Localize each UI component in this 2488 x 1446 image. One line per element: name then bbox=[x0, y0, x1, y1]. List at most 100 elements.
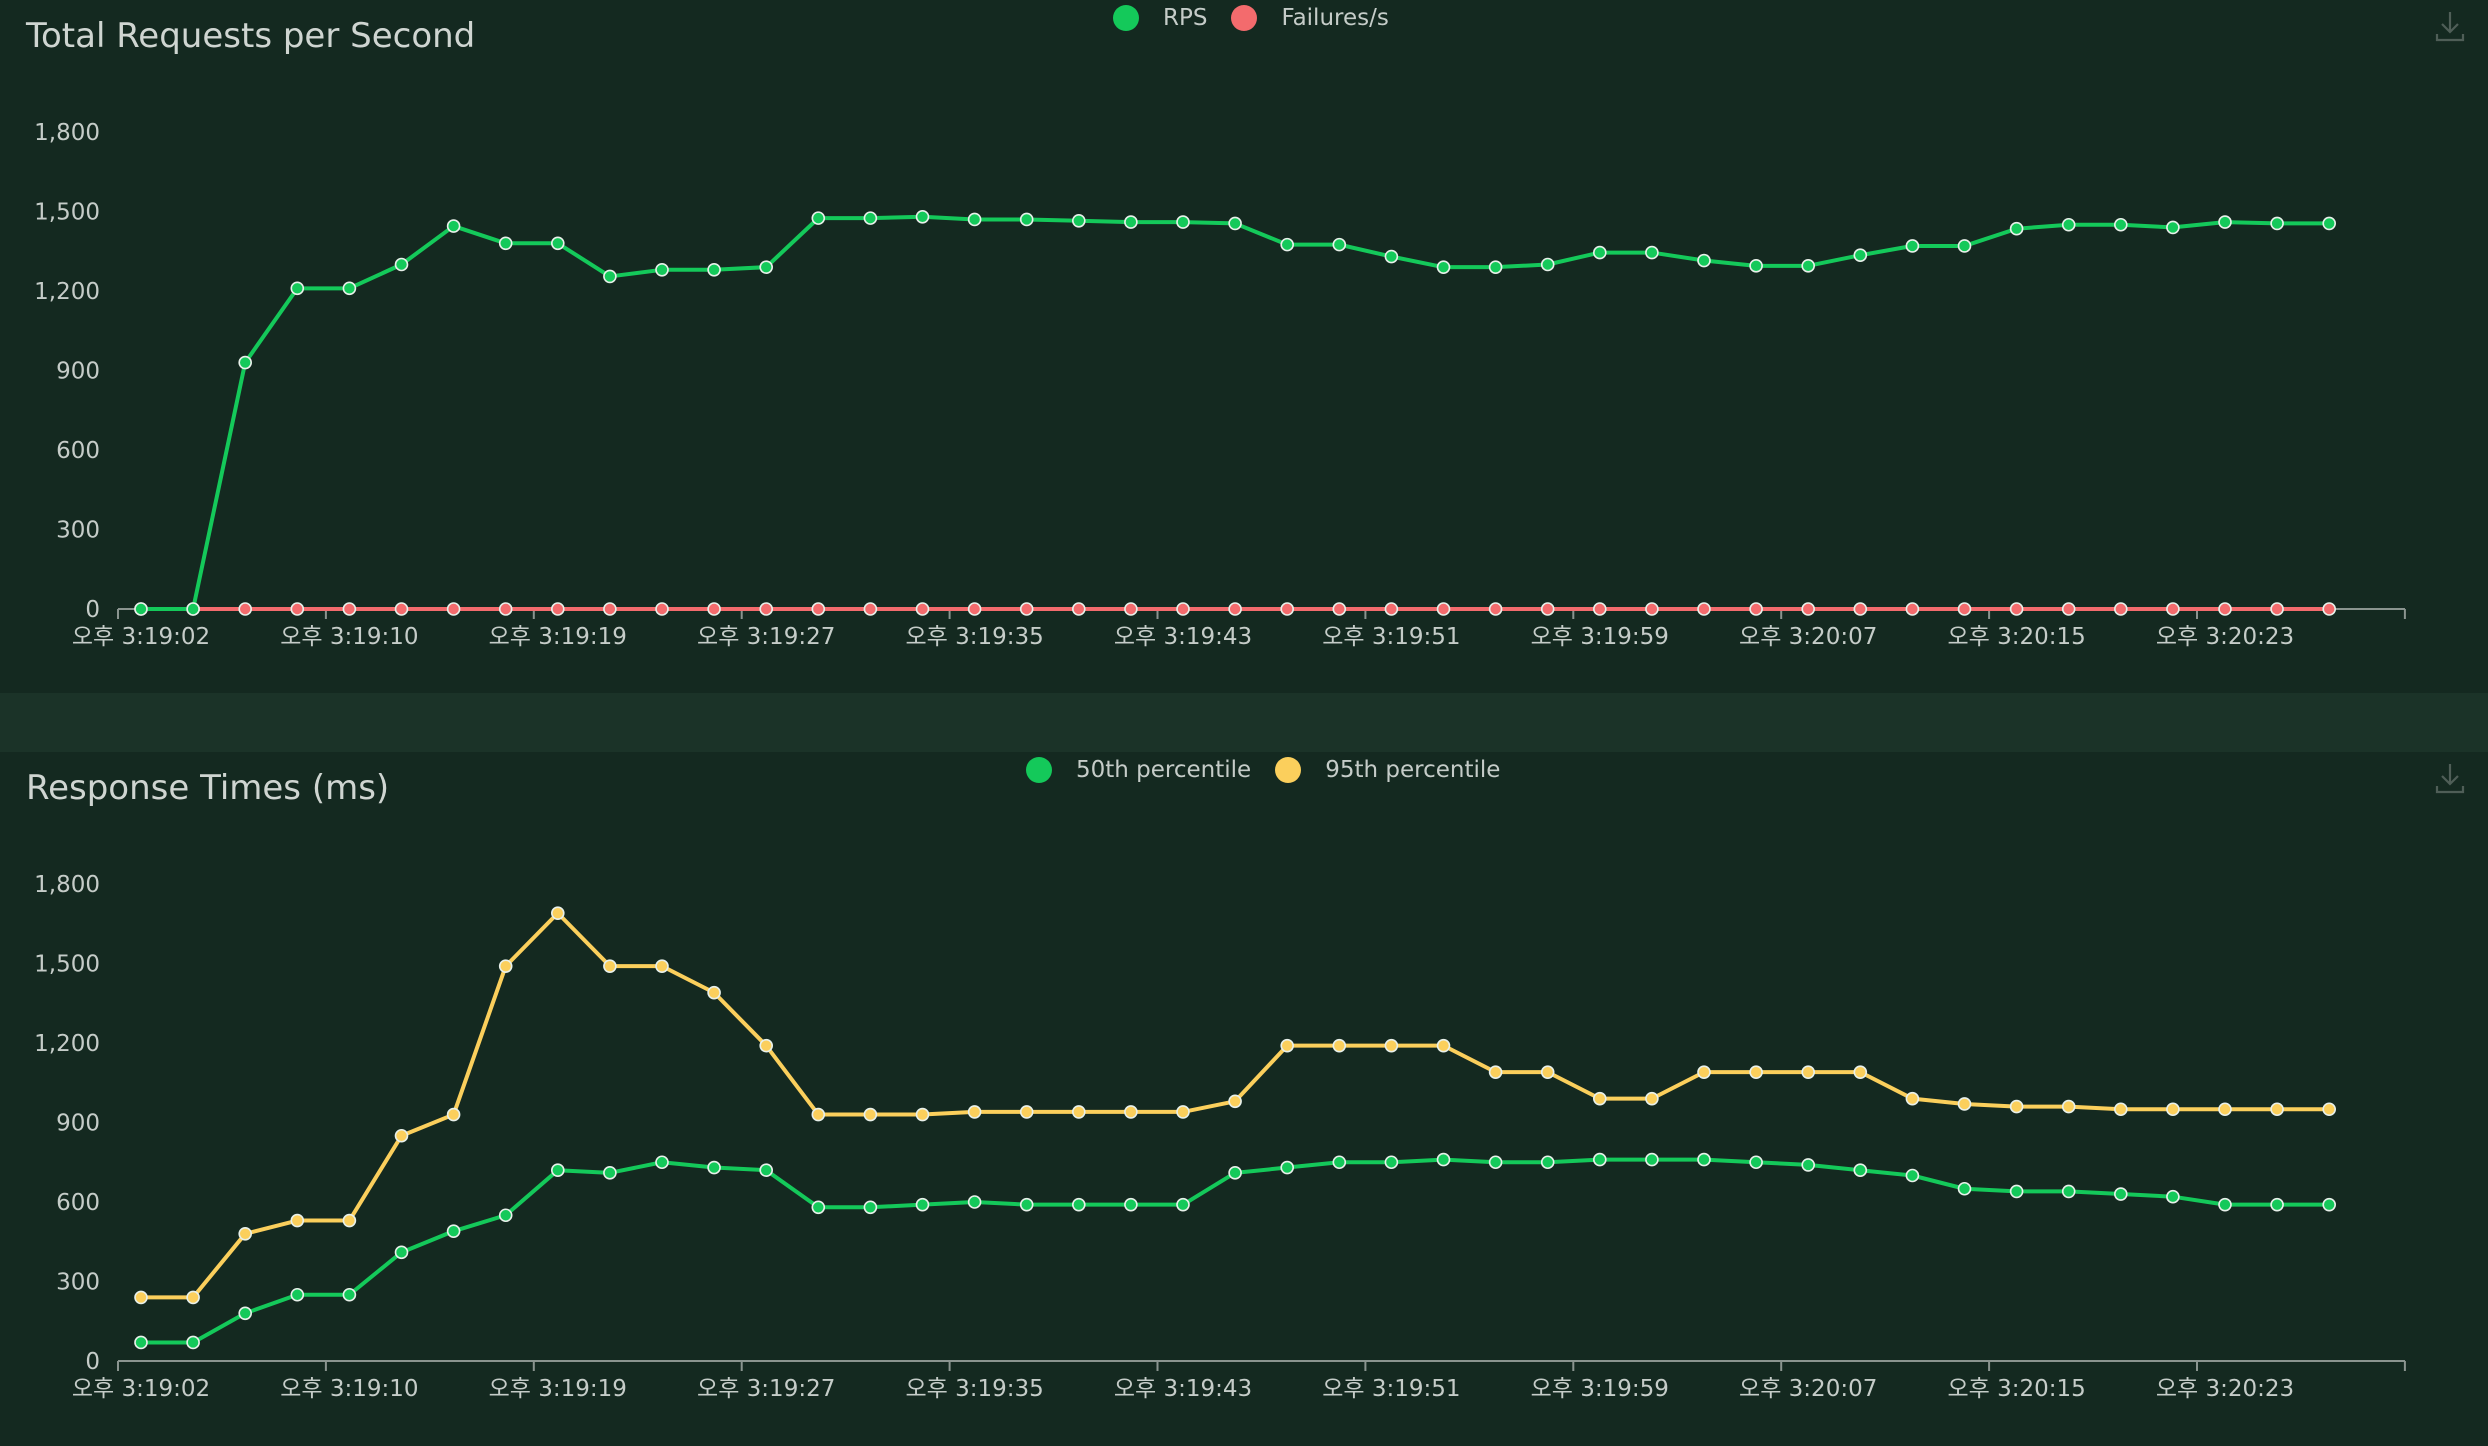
data-point[interactable] bbox=[1697, 1152, 1711, 1167]
data-point[interactable] bbox=[1072, 602, 1086, 616]
data-point[interactable] bbox=[1384, 249, 1399, 264]
data-point[interactable] bbox=[2218, 1197, 2232, 1212]
data-point[interactable] bbox=[1801, 1065, 1815, 1079]
data-point[interactable] bbox=[1957, 602, 1972, 616]
data-point[interactable] bbox=[1019, 212, 1034, 227]
data-point[interactable] bbox=[290, 281, 305, 296]
data-point[interactable] bbox=[967, 602, 982, 616]
data-point[interactable] bbox=[1593, 602, 1607, 616]
data-point[interactable] bbox=[238, 355, 252, 370]
data-point[interactable] bbox=[1436, 260, 1451, 274]
data-point[interactable] bbox=[446, 1224, 461, 1238]
data-point[interactable] bbox=[498, 236, 513, 251]
download-icon[interactable] bbox=[2432, 760, 2468, 796]
data-point[interactable] bbox=[1176, 1197, 1190, 1212]
data-point[interactable] bbox=[342, 281, 357, 296]
data-point[interactable] bbox=[394, 602, 409, 616]
data-point[interactable] bbox=[1801, 1158, 1815, 1172]
data-point[interactable] bbox=[1540, 257, 1555, 272]
data-point[interactable] bbox=[1280, 237, 1294, 252]
data-point[interactable] bbox=[655, 262, 669, 277]
data-point[interactable] bbox=[1436, 1152, 1451, 1167]
data-point[interactable] bbox=[811, 1200, 826, 1215]
data-point[interactable] bbox=[1957, 1097, 1972, 1111]
data-point[interactable] bbox=[134, 1335, 148, 1350]
data-point[interactable] bbox=[1332, 1038, 1347, 1053]
data-point[interactable] bbox=[2009, 1099, 2024, 1114]
data-point[interactable] bbox=[1853, 248, 1868, 263]
data-point[interactable] bbox=[1801, 602, 1815, 616]
data-point[interactable] bbox=[863, 211, 878, 225]
data-point[interactable] bbox=[2322, 1197, 2336, 1212]
data-point[interactable] bbox=[1332, 237, 1347, 252]
data-point[interactable] bbox=[1593, 1091, 1607, 1106]
data-point[interactable] bbox=[2009, 1184, 2024, 1199]
data-point[interactable] bbox=[1124, 602, 1138, 616]
data-point[interactable] bbox=[1124, 1197, 1138, 1212]
data-point[interactable] bbox=[1905, 1091, 1920, 1106]
data-point[interactable] bbox=[2218, 602, 2232, 616]
data-point[interactable] bbox=[2114, 217, 2128, 232]
data-point[interactable] bbox=[863, 602, 878, 616]
data-point[interactable] bbox=[1176, 215, 1190, 229]
data-point[interactable] bbox=[2114, 1187, 2128, 1201]
data-point[interactable] bbox=[2270, 1102, 2284, 1117]
data-point[interactable] bbox=[1905, 602, 1920, 616]
data-point[interactable] bbox=[2218, 1102, 2232, 1117]
data-point[interactable] bbox=[238, 1306, 252, 1321]
data-point[interactable] bbox=[1488, 260, 1503, 274]
data-point[interactable] bbox=[550, 906, 565, 920]
data-point[interactable] bbox=[1019, 1197, 1034, 1212]
data-point[interactable] bbox=[1019, 1105, 1034, 1119]
data-point[interactable] bbox=[394, 1245, 409, 1260]
data-point[interactable] bbox=[2166, 1102, 2180, 1117]
data-point[interactable] bbox=[863, 1200, 878, 1215]
data-point[interactable] bbox=[2166, 602, 2180, 616]
data-point[interactable] bbox=[967, 212, 982, 227]
data-point[interactable] bbox=[603, 602, 617, 616]
data-point[interactable] bbox=[2166, 1189, 2180, 1204]
data-point[interactable] bbox=[290, 602, 305, 616]
data-point[interactable] bbox=[2218, 215, 2232, 229]
data-point[interactable] bbox=[1749, 259, 1763, 273]
data-point[interactable] bbox=[186, 1335, 200, 1350]
data-point[interactable] bbox=[1280, 1160, 1294, 1175]
data-point[interactable] bbox=[1697, 253, 1711, 268]
data-point[interactable] bbox=[2270, 1197, 2284, 1212]
data-point[interactable] bbox=[811, 1107, 826, 1122]
data-point[interactable] bbox=[967, 1105, 982, 1119]
data-point[interactable] bbox=[134, 602, 148, 616]
data-point[interactable] bbox=[1853, 602, 1868, 616]
data-point[interactable] bbox=[1540, 602, 1555, 616]
data-point[interactable] bbox=[342, 602, 357, 616]
data-point[interactable] bbox=[1488, 1065, 1503, 1079]
data-point[interactable] bbox=[1488, 1155, 1503, 1170]
legend-item-failures[interactable]: Failures/s bbox=[1231, 5, 1389, 31]
data-point[interactable] bbox=[1436, 602, 1451, 616]
data-point[interactable] bbox=[1749, 602, 1763, 616]
data-point[interactable] bbox=[2322, 602, 2336, 616]
data-point[interactable] bbox=[1749, 1065, 1763, 1079]
data-point[interactable] bbox=[186, 1290, 200, 1305]
data-point[interactable] bbox=[655, 959, 669, 973]
data-point[interactable] bbox=[1228, 216, 1242, 231]
data-point[interactable] bbox=[655, 1155, 669, 1170]
data-point[interactable] bbox=[1905, 239, 1920, 253]
data-point[interactable] bbox=[1645, 245, 1659, 260]
data-point[interactable] bbox=[290, 1287, 305, 1302]
data-point[interactable] bbox=[1957, 1181, 1972, 1196]
data-point[interactable] bbox=[1957, 239, 1972, 253]
data-point[interactable] bbox=[2009, 221, 2024, 236]
data-point[interactable] bbox=[1645, 602, 1659, 616]
data-point[interactable] bbox=[759, 1038, 774, 1053]
data-point[interactable] bbox=[1384, 1038, 1399, 1053]
data-point[interactable] bbox=[394, 257, 409, 272]
data-point[interactable] bbox=[967, 1195, 982, 1209]
data-point[interactable] bbox=[1228, 1166, 1242, 1180]
data-point[interactable] bbox=[915, 1197, 930, 1212]
data-point[interactable] bbox=[1072, 1197, 1086, 1212]
data-point[interactable] bbox=[1749, 1155, 1763, 1170]
data-point[interactable] bbox=[863, 1107, 878, 1122]
data-point[interactable] bbox=[550, 1163, 565, 1178]
data-point[interactable] bbox=[811, 602, 826, 616]
